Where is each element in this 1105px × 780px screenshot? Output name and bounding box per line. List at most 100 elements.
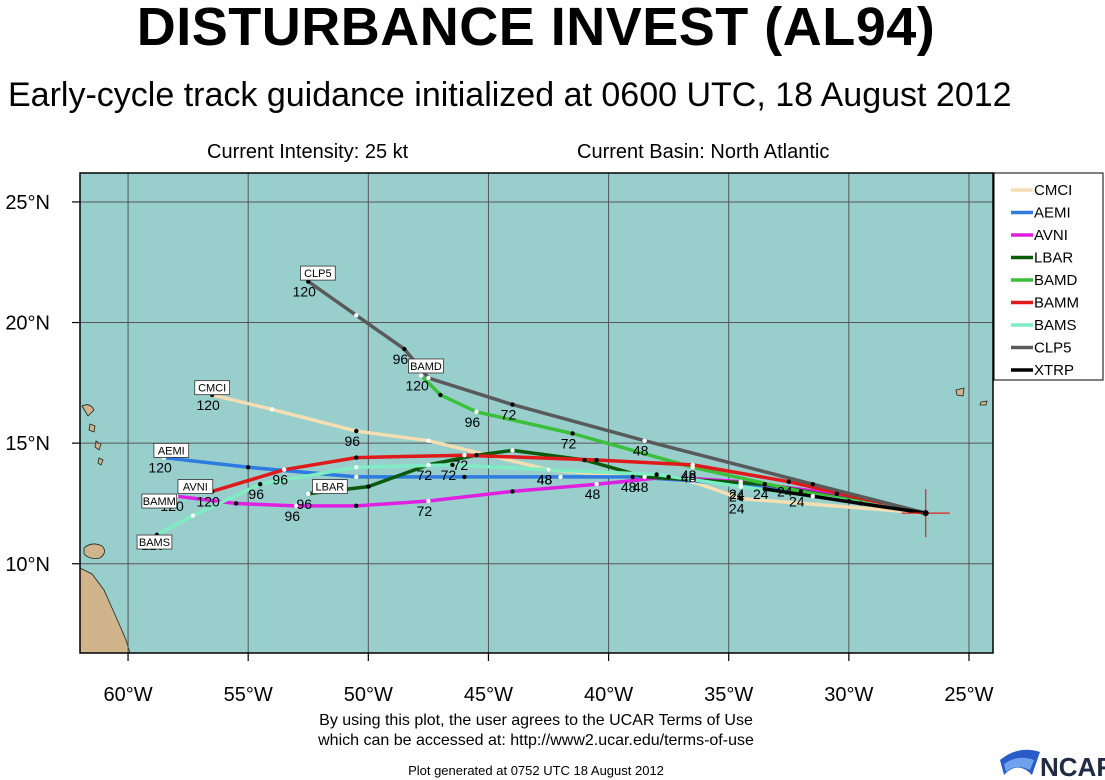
track-point-aemi: [354, 474, 359, 480]
track-point-bamd: [418, 373, 424, 378]
ocean-background: [80, 173, 993, 653]
forecast-hour-label: 48: [537, 472, 553, 488]
track-point-lbar: [426, 462, 431, 468]
track-point-lbar: [306, 491, 311, 497]
track-point-lbar: [366, 484, 371, 489]
track-point-bamd: [438, 392, 443, 398]
track-point-xtrp: [810, 494, 816, 499]
land-layer: [79, 387, 988, 654]
track-point-clp5: [810, 481, 816, 487]
axis-ticks: 60°W 55°W 50°W 45°W 40°W 35°W 30°W 25°W 10°N 15°N…: [5, 192, 993, 706]
track-point-clp5: [642, 438, 647, 443]
land-island-4: [97, 457, 104, 466]
forecast-hour-label: 96: [465, 414, 481, 430]
x-tick-label: 30°W: [824, 684, 873, 706]
track-point-bamd: [798, 489, 803, 494]
legend-label-bams: BAMS: [1034, 317, 1077, 334]
end-box-frame: [408, 358, 444, 374]
legend-label-cmci: CMCI: [1034, 182, 1072, 199]
forecast-hour-label: 48: [633, 479, 649, 495]
model-end-boxes: CLP5 BAMD CMCI AEMI AVNI LBAR BAMM BAMS: [136, 265, 444, 550]
track-point-aemi: [558, 474, 563, 480]
end-box-label: BAMD: [410, 361, 442, 373]
forecast-hour-label: 72: [561, 436, 577, 452]
track-point-lbar: [474, 453, 479, 458]
forecast-hour-label: 48: [681, 469, 697, 485]
end-box-frame: [194, 380, 230, 396]
track-point-aemi: [462, 474, 467, 480]
track-point-bams: [450, 462, 455, 468]
end-box-label: AVNI: [183, 482, 208, 494]
x-tick-label: 50°W: [344, 684, 393, 706]
track-point-cmci: [690, 479, 695, 484]
end-box-label: CMCI: [198, 383, 226, 395]
forecast-hour-label: 96: [284, 508, 300, 524]
page-title: DISTURBANCE INVEST (AL94): [136, 0, 936, 57]
x-tick-label: 25°W: [944, 684, 993, 706]
forecast-hour-label: 96: [345, 433, 361, 449]
track-point-avni: [738, 479, 743, 484]
end-box-frame: [153, 442, 190, 458]
end-box-label: CLP5: [304, 268, 332, 280]
track-point-bamd: [570, 431, 575, 436]
track-point-clp5: [510, 402, 515, 407]
forecast-hour-label: 24: [789, 493, 805, 509]
track-point-avni: [834, 491, 840, 497]
track-point-cmci: [354, 428, 359, 434]
forecast-hour-label: 24: [753, 486, 769, 502]
marker-center: [922, 510, 929, 517]
end-box-frame: [177, 479, 214, 494]
legend-label-clp5: CLP5: [1034, 340, 1072, 357]
forecast-hour-label: 48: [537, 472, 553, 488]
legend: CMCI AEMI AVNI LBAR BAMD BAMM BAMS CLP5 XTRP: [993, 172, 1104, 381]
ncar-logo-swoosh-light: [1004, 757, 1034, 772]
track-point-bams: [546, 467, 551, 472]
track-point-clp5: [354, 313, 359, 318]
forecast-hour-label: 120: [196, 397, 220, 413]
end-box-frame: [312, 479, 348, 494]
track-point-bamm: [354, 455, 359, 460]
grid-lines: [80, 173, 993, 653]
x-tick-label: 35°W: [704, 684, 753, 706]
end-box-label: BAMS: [139, 537, 170, 549]
terms-line-1: By using this plot, the user agrees to t…: [319, 712, 753, 729]
end-box-frame: [300, 265, 336, 281]
land-island-2: [88, 423, 96, 433]
forecast-hour-label: 72: [501, 407, 517, 423]
track-point-xtrp: [858, 501, 864, 506]
track-point-lbar: [510, 448, 515, 453]
track-point-avni: [294, 503, 299, 509]
track-bamm: [210, 453, 928, 515]
current-basin: Current Basin: North Atlantic: [577, 141, 830, 163]
track-point-xtrp: [762, 486, 767, 492]
end-box-label: BAMM: [143, 496, 176, 508]
y-tick-label: 20°N: [5, 313, 50, 335]
initial-position-marker: [901, 489, 950, 538]
forecast-hour-label: 96: [296, 496, 312, 512]
legend-label-xtrp: XTRP: [1034, 362, 1074, 379]
land-trinidad: [83, 543, 105, 559]
track-point-lbar: [582, 457, 587, 463]
end-box-label: LBAR: [315, 482, 344, 494]
x-tick-label: 45°W: [464, 684, 513, 706]
forecast-hour-label: 24: [729, 489, 745, 505]
legend-label-aemi: AEMI: [1034, 205, 1071, 222]
track-point-avni: [510, 489, 515, 494]
track-point-aemi: [630, 474, 635, 480]
current-intensity: Current Intensity: 25 kt: [207, 141, 409, 163]
forecast-hour-labels: 24 48 96 120 24 48 120 48 72 96 120 24 48 72 96 24 48 72 9…: [141, 284, 805, 553]
forecast-hour-label: 48: [681, 467, 697, 483]
track-point-avni: [233, 501, 239, 506]
track-xtrp: [763, 487, 928, 515]
track-point-cmci: [270, 407, 275, 412]
end-box-frame: [141, 493, 178, 509]
track-point-bams: [654, 472, 659, 477]
legend-label-bamm: BAMM: [1034, 295, 1079, 312]
track-point-bamm: [462, 453, 467, 458]
end-box-frame: [136, 534, 173, 550]
track-point-bams: [257, 481, 263, 487]
x-tick-label: 55°W: [224, 684, 273, 706]
track-point-avni: [426, 498, 431, 504]
track-point-bamm: [690, 462, 695, 468]
forecast-hour-label: 120: [148, 460, 172, 476]
